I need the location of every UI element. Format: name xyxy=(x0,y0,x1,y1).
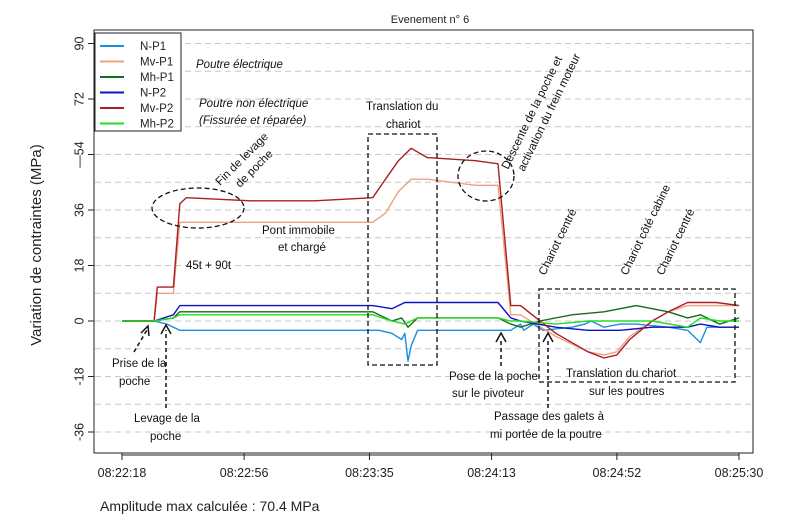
y-tick-label-1: 72 xyxy=(72,92,86,106)
y-tick-label-2: —54 xyxy=(72,141,86,167)
annotation-levage-1: Levage de la xyxy=(134,413,200,425)
y-tick-label-0: 90 xyxy=(72,37,86,51)
series-line-mh-p2 xyxy=(122,314,739,328)
plot-frame xyxy=(93,29,754,454)
arrow-galets-head xyxy=(542,331,554,343)
highlight-ellipse-descente xyxy=(457,150,515,202)
y-axis-label: Variation de contraintes (MPa) xyxy=(28,144,45,345)
annotation-pose-2: sur le pivoteur xyxy=(452,388,524,400)
annotation-pont-1: Pont immobile xyxy=(262,225,335,237)
y-axis: 90 72 —54 36 18 0 -18 -36 xyxy=(72,37,94,441)
annotation-charge: 45t + 90t xyxy=(186,260,232,272)
legend-frame xyxy=(94,32,182,132)
annotation-chariot-centre-1: Chariot centré xyxy=(537,207,579,277)
arrow-prise-head xyxy=(140,324,150,337)
legend: N-P1 Mv-P1 Mh-P1 N-P2 Mv-P2 Mh-P2 xyxy=(94,32,182,132)
x-tick-label-5: 08:25:30 xyxy=(715,466,764,480)
annotation-translation-2: chariot xyxy=(386,119,421,131)
annotation-pose-1: Pose de la poche xyxy=(449,371,538,383)
series-line-n-p1 xyxy=(122,320,739,362)
y-tick-label-6: -18 xyxy=(72,367,86,385)
annotation-prise-2: poche xyxy=(119,376,150,388)
annotation-arrows xyxy=(133,323,554,408)
y-tick-label-7: -36 xyxy=(72,423,86,441)
chart-title: Evenement n° 6 xyxy=(391,14,469,26)
annotation-translation-1: Translation du xyxy=(366,101,438,113)
annotation-chariot-centre-2: Chariot centré xyxy=(655,207,697,277)
annotation-levage-2: poche xyxy=(150,431,181,443)
x-tick-label-4: 08:24:52 xyxy=(593,466,642,480)
legend-label-1: Mv-P1 xyxy=(140,57,173,69)
x-tick-label-1: 08:22:56 xyxy=(220,466,269,480)
arrow-prise xyxy=(133,329,148,353)
annotation-fissuree: (Fissurée et réparée) xyxy=(199,115,307,127)
x-tick-label-0: 08:22:18 xyxy=(98,466,147,480)
annotation-poutre-non-electrique: Poutre non électrique xyxy=(199,98,308,110)
annotation-galets-1: Passage des galets à xyxy=(494,411,605,423)
annotation-galets-2: mi portée de la poutre xyxy=(490,429,602,441)
y-tick-label-5: 0 xyxy=(72,317,86,324)
arrow-pose-head xyxy=(495,331,507,343)
y-tick-label-4: 18 xyxy=(72,259,86,273)
annotation-translation-poutres-1: Translation du chariot xyxy=(566,368,677,380)
legend-label-3: N-P2 xyxy=(140,88,166,100)
annotation-translation-poutres-2: sur les poutres xyxy=(589,386,665,398)
legend-label-2: Mh-P1 xyxy=(140,72,174,84)
annotation-poutre-electrique: Poutre électrique xyxy=(196,59,283,71)
x-axis: 08:22:18 08:22:56 08:23:35 08:24:13 08:24:52… xyxy=(98,453,764,480)
highlight-ellipse-levage xyxy=(151,187,245,229)
x-tick-label-2: 08:23:35 xyxy=(345,466,394,480)
series-group xyxy=(122,147,740,362)
legend-label-5: Mh-P2 xyxy=(140,119,174,131)
legend-label-4: Mv-P2 xyxy=(140,103,173,115)
y-tick-label-3: 36 xyxy=(72,203,86,217)
highlight-box-translation xyxy=(367,133,438,366)
highlight-box-translation-poutres xyxy=(538,288,736,383)
arrow-levage-head xyxy=(160,323,172,335)
series-line-mh-p1 xyxy=(122,304,740,328)
x-tick-label-3: 08:24:13 xyxy=(467,466,516,480)
footer-amplitude: Amplitude max calculée : 70.4 MPa xyxy=(100,498,320,514)
series-line-mv-p2 xyxy=(122,147,740,359)
legend-label-0: N-P1 xyxy=(140,41,166,53)
annotation-pont-2: et chargé xyxy=(278,242,326,254)
annotation-prise-1: Prise de la xyxy=(112,358,167,370)
series-line-n-p2 xyxy=(122,301,739,331)
